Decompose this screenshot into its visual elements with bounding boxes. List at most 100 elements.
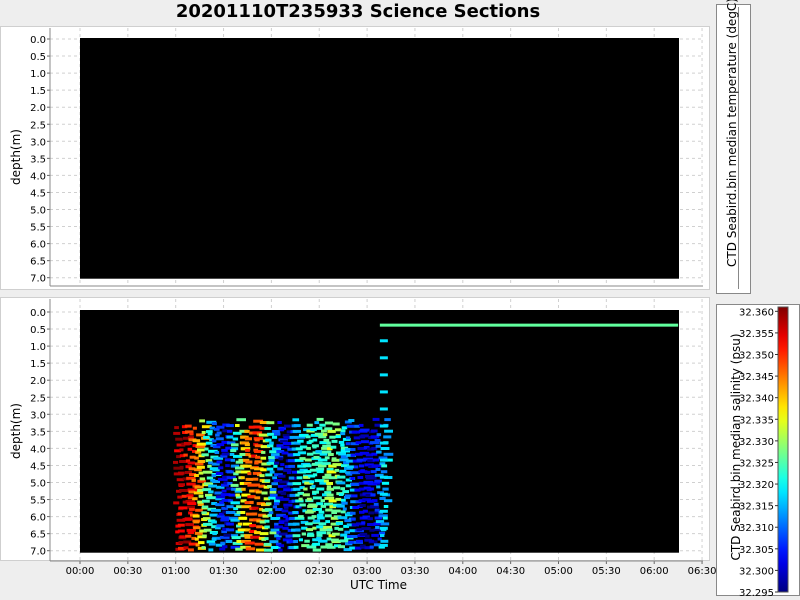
salinity-cell bbox=[232, 431, 242, 435]
salinity-cell bbox=[306, 528, 313, 532]
salinity-cell bbox=[223, 481, 229, 485]
salinity-cell bbox=[326, 482, 333, 485]
salinity-cell bbox=[353, 436, 361, 440]
salinity-cell bbox=[269, 493, 278, 497]
salinity-cell bbox=[189, 507, 195, 511]
salinity-cell bbox=[350, 500, 357, 504]
salinity-cell bbox=[261, 503, 270, 507]
x-tick-label: 05:30 bbox=[592, 566, 621, 577]
salinity-cell bbox=[315, 467, 325, 471]
salinity-cell bbox=[301, 532, 306, 536]
y-tick-label: 4.0 bbox=[30, 171, 46, 182]
salinity-cell bbox=[189, 455, 196, 459]
salinity-cell bbox=[202, 522, 213, 526]
salinity-cell bbox=[337, 516, 348, 520]
salinity-cell bbox=[297, 439, 304, 443]
salinity-cell bbox=[343, 524, 349, 528]
salinity-dash bbox=[379, 543, 388, 547]
salinity-cell bbox=[274, 499, 281, 503]
colorbar-tick-label: 32.335 bbox=[739, 415, 774, 426]
salinity-cell bbox=[179, 465, 184, 469]
salinity-cell bbox=[221, 483, 229, 487]
salinity-cell bbox=[359, 532, 368, 536]
salinity-cell bbox=[199, 477, 206, 481]
salinity-cell bbox=[218, 512, 224, 516]
salinity-cell bbox=[339, 539, 349, 543]
salinity-cell bbox=[231, 447, 239, 451]
salinity-cell bbox=[179, 489, 189, 492]
salinity-cell bbox=[374, 516, 383, 520]
salinity-cell bbox=[179, 454, 186, 458]
salinity-cell bbox=[274, 461, 280, 465]
salinity-cell bbox=[348, 540, 357, 544]
colorbar-tick-label: 32.295 bbox=[739, 588, 774, 599]
salinity-dash bbox=[379, 509, 388, 513]
salinity-cell bbox=[183, 453, 188, 457]
salinity-cell bbox=[354, 488, 361, 492]
salinity-cell bbox=[241, 505, 252, 509]
salinity-cell bbox=[303, 470, 312, 474]
salinity-cell bbox=[382, 487, 389, 491]
salinity-cell bbox=[367, 517, 373, 521]
salinity-cell bbox=[358, 423, 364, 427]
salinity-cell bbox=[318, 522, 327, 526]
y-tick-label: 0.5 bbox=[30, 325, 46, 336]
salinity-cell bbox=[325, 520, 330, 524]
salinity-cell bbox=[174, 449, 182, 453]
salinity-cell bbox=[345, 448, 351, 451]
salinity-cell bbox=[364, 463, 374, 467]
salinity-cell bbox=[355, 441, 362, 445]
salinity-cell bbox=[373, 528, 384, 532]
y-tick-label: 3.0 bbox=[30, 410, 46, 421]
salinity-cell bbox=[205, 459, 213, 463]
salinity-cell bbox=[275, 496, 284, 500]
salinity-cell bbox=[287, 447, 296, 451]
salinity-cell bbox=[269, 441, 274, 445]
salinity-cell bbox=[360, 440, 370, 444]
salinity-cell bbox=[330, 522, 340, 526]
salinity-cell bbox=[215, 503, 225, 507]
salinity-cell bbox=[329, 435, 336, 439]
salinity-cell bbox=[236, 418, 246, 422]
salinity-cell bbox=[337, 475, 346, 479]
salinity-cell bbox=[378, 514, 388, 518]
salinity-cell bbox=[367, 523, 376, 526]
salinity-cell bbox=[340, 446, 349, 450]
salinity-cell bbox=[216, 431, 222, 435]
salinity-cell bbox=[187, 505, 195, 509]
salinity-cell bbox=[187, 531, 195, 535]
salinity-cell bbox=[362, 492, 373, 496]
y-tick-label: 6.5 bbox=[30, 257, 46, 268]
salinity-cell bbox=[256, 548, 266, 552]
x-tick-label: 00:30 bbox=[113, 566, 142, 577]
salinity-cell bbox=[318, 464, 327, 468]
bottom-x-axis-label: UTC Time bbox=[350, 578, 407, 592]
salinity-cell bbox=[302, 493, 310, 497]
salinity-cell bbox=[282, 442, 293, 445]
salinity-cell bbox=[293, 453, 301, 457]
salinity-cell bbox=[278, 474, 286, 478]
salinity-cell bbox=[313, 455, 320, 459]
salinity-cell bbox=[350, 477, 355, 480]
salinity-cell bbox=[322, 433, 328, 437]
salinity-cell bbox=[232, 541, 243, 545]
salinity-cell bbox=[295, 493, 300, 497]
salinity-cell bbox=[222, 423, 230, 427]
salinity-cell bbox=[367, 459, 375, 463]
salinity-cell bbox=[250, 547, 256, 551]
salinity-cell bbox=[366, 499, 375, 503]
salinity-cell bbox=[292, 511, 298, 514]
salinity-cell bbox=[358, 499, 366, 503]
colorbar-tick-label: 32.305 bbox=[739, 545, 774, 556]
salinity-cell bbox=[274, 522, 279, 526]
salinity-cell bbox=[384, 476, 393, 479]
y-tick-label: 6.5 bbox=[30, 530, 46, 541]
salinity-cell bbox=[314, 461, 323, 465]
salinity-cell bbox=[376, 450, 382, 454]
salinity-cell bbox=[175, 530, 180, 534]
salinity-cell bbox=[205, 441, 213, 445]
salinity-cell bbox=[363, 480, 374, 484]
salinity-cell bbox=[295, 499, 304, 503]
salinity-cell bbox=[233, 454, 243, 458]
salinity-cell bbox=[215, 543, 225, 547]
